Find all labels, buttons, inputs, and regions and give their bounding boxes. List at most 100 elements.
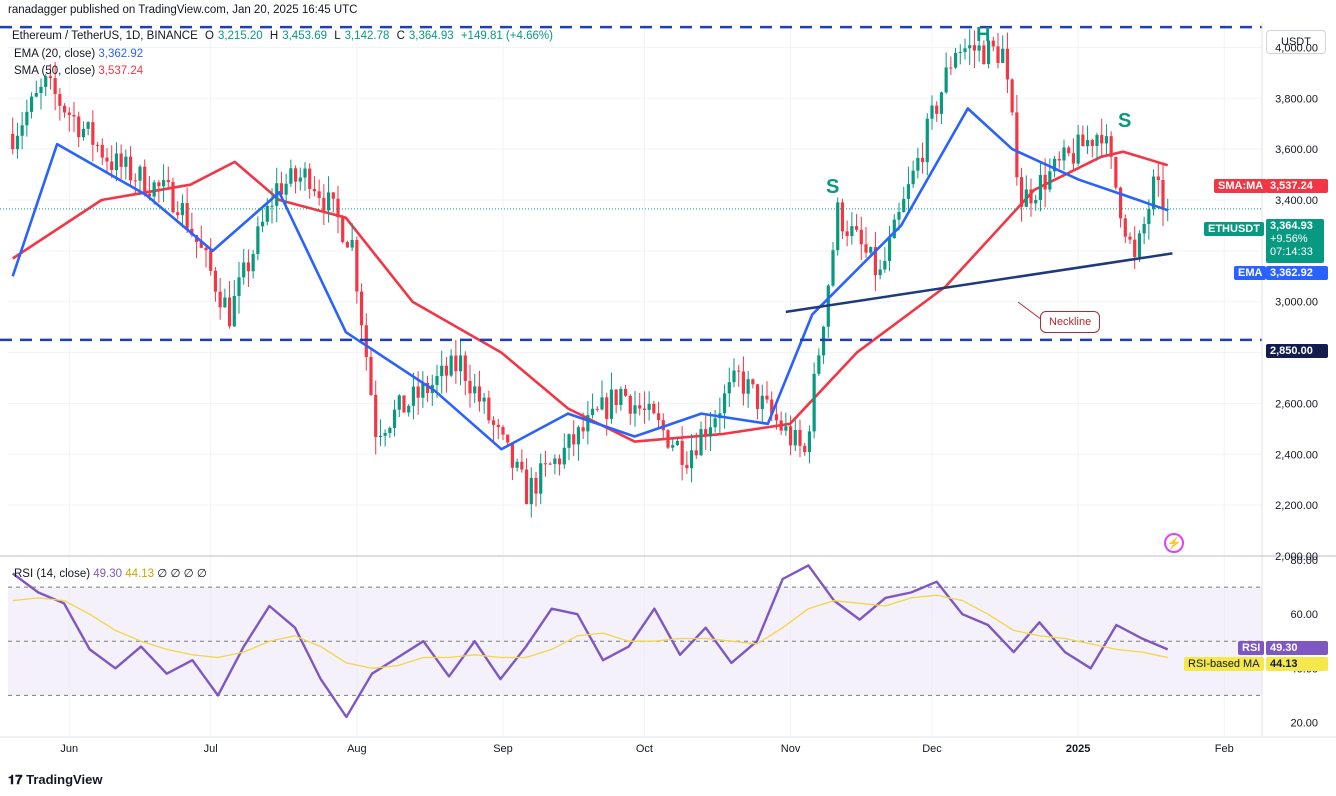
rsi-tick-label: 80.00 (1290, 555, 1318, 567)
axes[interactable]: 2,000.002,200.002,400.002,600.002,800.00… (0, 22, 1336, 755)
candle-body (760, 395, 764, 410)
candle-body (350, 240, 354, 248)
candle-body (708, 427, 713, 437)
candle-body (246, 262, 251, 272)
candle-body (138, 166, 142, 181)
candle-body (892, 219, 896, 239)
candle-body (1142, 224, 1146, 234)
candle-body (119, 153, 123, 167)
candle-body (444, 365, 449, 376)
candle-body (48, 76, 53, 79)
candle-body (737, 370, 741, 372)
sma-legend-label: SMA (50, close) (14, 65, 96, 77)
candle-body (675, 440, 680, 446)
candle-body (39, 86, 43, 94)
candle-body (227, 297, 232, 327)
candle-body (1161, 180, 1165, 210)
time-tick-label: Aug (347, 743, 367, 755)
candle-body (91, 122, 95, 145)
candle-body (680, 440, 684, 465)
candle-body (11, 133, 15, 150)
candle-body (58, 94, 62, 106)
candle-body (270, 205, 274, 207)
candle-body (435, 376, 439, 385)
candle-body (972, 45, 977, 51)
candle-body (883, 260, 887, 270)
candle-body (524, 469, 529, 505)
candle-body (774, 414, 779, 421)
candle-body (284, 183, 288, 195)
time-tick-label: 2025 (1066, 743, 1090, 755)
symbol-ohlc-line: Ethereum / TetherUS, 1D, BINANCE O 3,215.… (12, 30, 557, 42)
candle-body (977, 45, 981, 51)
candle-body (982, 45, 986, 65)
published-line: ranadagger published on TradingView.com,… (8, 4, 358, 16)
rsi-line (11, 564, 1169, 719)
candle-body (501, 427, 505, 435)
tradingview-logo-icon: 𝟏𝟕 (8, 772, 23, 787)
candle-body (218, 291, 222, 308)
candle-body (845, 231, 849, 237)
time-tick-label: Feb (1215, 743, 1234, 755)
candle-body (1109, 136, 1113, 157)
candle-body (925, 118, 929, 163)
candle-body (831, 250, 835, 286)
candle-body (1076, 134, 1080, 164)
rsi-ma-legend-value: 44.13 (125, 568, 155, 580)
open-value: 3,215.20 (217, 30, 263, 42)
rsi-legend[interactable]: RSI (14, close) 49.30 44.13 ∅ ∅ ∅ ∅ (14, 566, 207, 580)
candle-body (289, 168, 293, 184)
candle-body (817, 355, 821, 374)
candle-body (850, 226, 854, 237)
rsi-legend-value: 49.30 (93, 568, 123, 580)
candle-body (317, 191, 321, 198)
candle-body (553, 458, 557, 465)
price-tick-label: 2,600.00 (1275, 398, 1318, 410)
candle-body (1081, 134, 1085, 147)
candle-body (548, 463, 552, 465)
candle-body (939, 92, 944, 114)
candle-body (873, 247, 878, 276)
candle-body (204, 247, 208, 251)
lightning-icon[interactable]: ⚡ (1164, 533, 1184, 553)
candle-body (567, 434, 571, 448)
last-tag-name: ETHUSDT (1204, 222, 1264, 236)
candle-body (355, 240, 359, 292)
currency-button[interactable]: USDT (1266, 30, 1326, 54)
candle-body (279, 183, 284, 195)
candle-body (689, 450, 694, 469)
sma-50-line (11, 150, 1169, 443)
candle-body (812, 373, 816, 432)
sma-50-path (11, 150, 1169, 443)
candle-body (331, 192, 335, 199)
candle-body (454, 355, 458, 372)
candle-body (157, 182, 161, 187)
candle-body (421, 382, 425, 398)
candle-body (477, 386, 482, 402)
candle-body (81, 128, 86, 138)
low-label: L (334, 30, 341, 42)
candle-body (755, 384, 760, 410)
candle-body (1052, 158, 1057, 172)
candle-body (638, 405, 642, 409)
symbol-name[interactable]: Ethereum / TetherUS, 1D, BINANCE (12, 30, 198, 42)
candle-body (746, 379, 750, 394)
candle-body (77, 116, 81, 138)
candle-body (543, 463, 548, 465)
ema-legend[interactable]: EMA (20, close) 3,362.92 (14, 48, 143, 60)
candle-body (803, 445, 807, 453)
candle-body (1038, 175, 1043, 201)
candle-body (666, 430, 670, 448)
sma-legend[interactable]: SMA (50, close) 3,537.24 (14, 65, 143, 77)
price-tick-label: 2,200.00 (1275, 500, 1318, 512)
rsi-ma-tag-name: RSI-based MA (1184, 657, 1264, 671)
candle-body (29, 96, 34, 112)
candle-body (656, 413, 661, 421)
candle-body (20, 125, 24, 136)
tradingview-logo[interactable]: 𝟏𝟕 TradingView (8, 772, 102, 788)
tradingview-logo-text: TradingView (26, 772, 103, 787)
price-tick-label: 3,600.00 (1275, 144, 1318, 156)
neckline-pointer (1017, 301, 1043, 321)
